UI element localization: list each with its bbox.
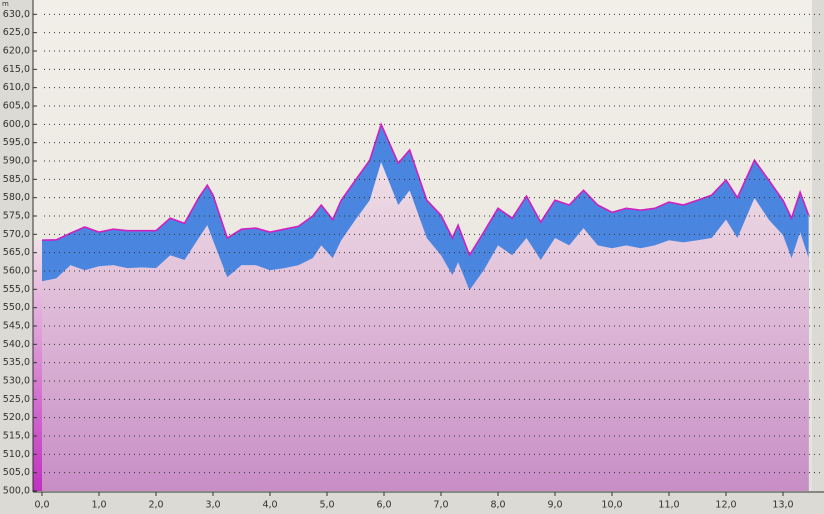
y-tick-label: 555,0 — [3, 284, 30, 295]
x-tick-label: 6,0 — [376, 500, 391, 511]
x-tick-label: 8,0 — [490, 500, 505, 511]
ground-area — [42, 162, 809, 491]
x-tick-label: 13,0 — [772, 500, 793, 511]
elevation-line — [41, 122, 810, 258]
x-tick-label: 5,0 — [319, 500, 334, 511]
y-tick-label: 580,0 — [3, 192, 30, 203]
y-tick-label: 605,0 — [3, 101, 30, 112]
y-tick-label: 535,0 — [3, 357, 30, 368]
y-tick-label: 550,0 — [3, 302, 30, 313]
y-tick-label: 510,0 — [3, 449, 30, 460]
y-tick-label: 620,0 — [3, 46, 30, 57]
y-tick-label: 505,0 — [3, 467, 30, 478]
x-tick-label: 7,0 — [433, 500, 448, 511]
x-tick-label: 0,0 — [34, 500, 49, 511]
y-tick-label: 515,0 — [3, 431, 30, 442]
x-tick-label: 1,0 — [91, 500, 106, 511]
y-tick-label: 595,0 — [3, 137, 30, 148]
y-tick-label: 525,0 — [3, 394, 30, 405]
y-tick-label: 575,0 — [3, 211, 30, 222]
y-tick-label: 565,0 — [3, 247, 30, 258]
x-tick-label: 4,0 — [262, 500, 277, 511]
y-tick-label: 610,0 — [3, 82, 30, 93]
y-tick-label: 500,0 — [3, 486, 30, 497]
x-tick-label: 12,0 — [715, 500, 736, 511]
y-axis-label: m — [2, 0, 9, 8]
left-bar — [33, 240, 42, 491]
x-tick-label: 2,0 — [148, 500, 163, 511]
y-tick-label: 530,0 — [3, 376, 30, 387]
x-tick-label: 9,0 — [547, 500, 562, 511]
y-tick-label: 585,0 — [3, 174, 30, 185]
y-tick-label: 545,0 — [3, 321, 30, 332]
y-tick-label: 590,0 — [3, 156, 30, 167]
y-tick-label: 615,0 — [3, 64, 30, 75]
y-tick-label: 570,0 — [3, 229, 30, 240]
y-tick-label: 540,0 — [3, 339, 30, 350]
y-tick-label: 630,0 — [3, 9, 30, 20]
y-tick-label: 600,0 — [3, 119, 30, 130]
y-tick-label: 625,0 — [3, 27, 30, 38]
y-tick-label: 520,0 — [3, 412, 30, 423]
y-tick-label: 560,0 — [3, 266, 30, 277]
x-tick-label: 3,0 — [205, 500, 220, 511]
x-tick-label: 11,0 — [658, 500, 679, 511]
x-tick-label: 10,0 — [601, 500, 622, 511]
